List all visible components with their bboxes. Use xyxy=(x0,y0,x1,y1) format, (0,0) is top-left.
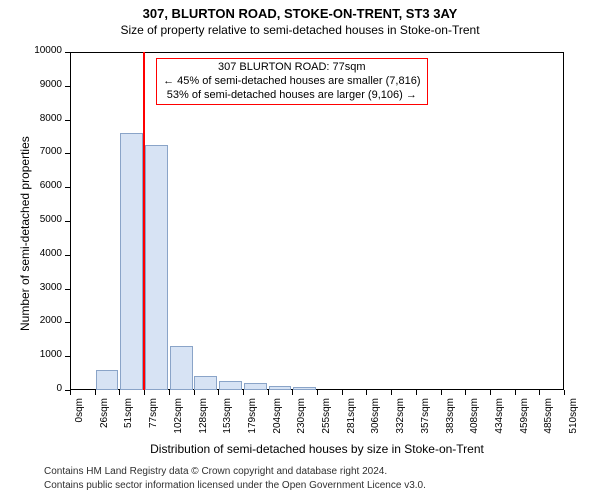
chart-area: 0100020003000400050006000700080009000100… xyxy=(0,0,600,500)
x-tick xyxy=(243,390,244,395)
x-tick xyxy=(490,390,491,395)
y-tick xyxy=(65,322,70,323)
x-tick xyxy=(366,390,367,395)
annotation-box: 307 BLURTON ROAD: 77sqm← 45% of semi-det… xyxy=(156,58,427,105)
x-tick xyxy=(416,390,417,395)
x-tick xyxy=(465,390,466,395)
property-marker-line xyxy=(143,52,145,390)
histogram-bar xyxy=(170,346,193,390)
histogram-bar xyxy=(194,376,217,390)
x-tick xyxy=(144,390,145,395)
x-tick xyxy=(218,390,219,395)
histogram-bar xyxy=(219,381,242,390)
histogram-bar xyxy=(145,145,168,390)
y-axis-label: Number of semi-detached properties xyxy=(18,136,32,331)
y-tick xyxy=(65,221,70,222)
y-tick-label: 10000 xyxy=(0,45,62,56)
histogram-bar xyxy=(120,133,143,390)
x-axis-label: Distribution of semi-detached houses by … xyxy=(70,442,564,456)
x-tick xyxy=(292,390,293,395)
histogram-bar xyxy=(96,370,119,390)
y-tick xyxy=(65,187,70,188)
y-tick xyxy=(65,52,70,53)
x-tick xyxy=(70,390,71,395)
y-tick-label: 9000 xyxy=(0,79,62,90)
y-tick xyxy=(65,86,70,87)
x-tick xyxy=(194,390,195,395)
x-tick xyxy=(441,390,442,395)
y-tick xyxy=(65,120,70,121)
annotation-line: 53% of semi-detached houses are larger (… xyxy=(163,89,420,103)
histogram-bar xyxy=(293,387,316,390)
x-tick xyxy=(268,390,269,395)
attribution-line2: Contains public sector information licen… xyxy=(44,480,426,491)
histogram-bar xyxy=(269,386,292,390)
histogram-bar xyxy=(244,383,267,390)
x-tick xyxy=(539,390,540,395)
x-tick xyxy=(342,390,343,395)
attribution-line1: Contains HM Land Registry data © Crown c… xyxy=(44,466,387,477)
x-tick xyxy=(391,390,392,395)
y-tick xyxy=(65,153,70,154)
annotation-line: 307 BLURTON ROAD: 77sqm xyxy=(163,61,420,75)
x-tick xyxy=(95,390,96,395)
y-tick-label: 8000 xyxy=(0,113,62,124)
x-tick xyxy=(515,390,516,395)
y-tick xyxy=(65,255,70,256)
y-tick xyxy=(65,289,70,290)
x-tick xyxy=(317,390,318,395)
y-tick-label: 1000 xyxy=(0,349,62,360)
annotation-line: ← 45% of semi-detached houses are smalle… xyxy=(163,75,420,89)
x-tick xyxy=(119,390,120,395)
y-tick xyxy=(65,356,70,357)
x-tick xyxy=(564,390,565,395)
x-tick-label: 510sqm xyxy=(568,398,579,452)
x-tick xyxy=(169,390,170,395)
y-tick-label: 0 xyxy=(0,383,62,394)
